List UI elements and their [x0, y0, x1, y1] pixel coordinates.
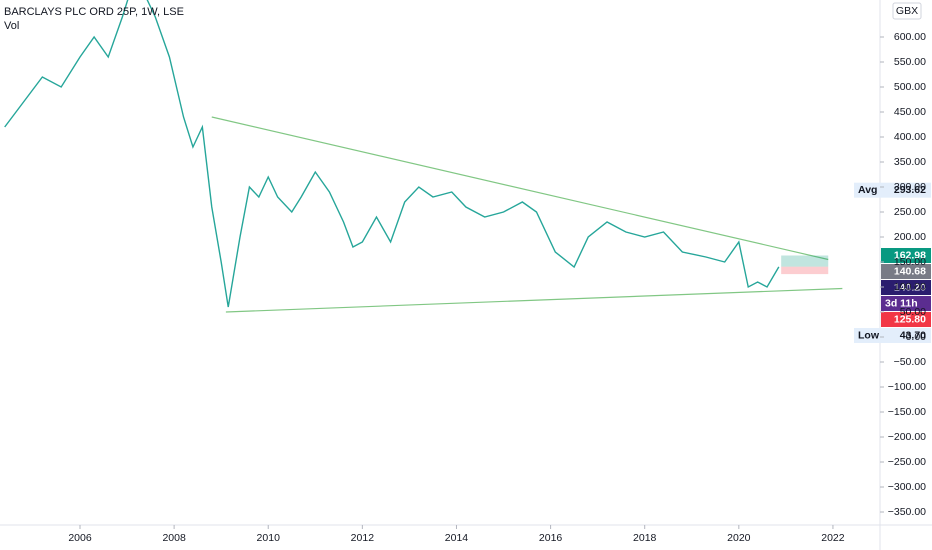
y-tick-label: −350.00	[888, 506, 926, 518]
price-label-box	[881, 182, 931, 198]
x-tick-label: 2016	[539, 532, 563, 544]
x-tick-label: 2006	[68, 532, 92, 544]
x-tick-label: 2012	[351, 532, 375, 544]
x-tick-label: 2018	[633, 532, 657, 544]
y-tick-label: 400.00	[894, 131, 926, 143]
y-tick-label: −100.00	[888, 381, 926, 393]
price-label: 293.62	[894, 184, 926, 196]
x-tick-label: 2022	[821, 532, 845, 544]
y-tick-label: −50.00	[894, 356, 927, 368]
x-tick-label: 2010	[257, 532, 281, 544]
trendline	[225, 287, 843, 313]
x-tick-label: 2020	[727, 532, 751, 544]
y-tick-label: 550.00	[894, 56, 926, 68]
price-line	[4, 0, 780, 308]
y-tick-label: 200.00	[894, 231, 926, 243]
y-tick-label: 500.00	[894, 81, 926, 93]
price-label-box	[881, 312, 931, 328]
price-label-tag	[854, 328, 881, 344]
y-tick-label: 350.00	[894, 156, 926, 168]
x-tick-label: 2014	[445, 532, 469, 544]
y-tick-label: 250.00	[894, 206, 926, 218]
plot	[4, 0, 843, 313]
price-label-tag	[854, 182, 881, 198]
currency[interactable]: GBX	[896, 5, 918, 17]
y-tick-label: 100.00	[894, 281, 926, 293]
y-tick-label: 600.00	[894, 31, 926, 43]
currency-box[interactable]	[892, 2, 922, 20]
y-tick-label: 150.00	[894, 256, 926, 268]
price-label-box	[881, 264, 931, 280]
y-tick-label: −150.00	[888, 406, 926, 418]
price-label-box	[881, 248, 931, 264]
price-label: 125.80	[894, 313, 926, 325]
target-zone	[781, 255, 829, 267]
volume-label: Vol	[4, 20, 19, 32]
price-label: 140.68	[894, 265, 926, 277]
chart-title: BARCLAYS PLC ORD 25P, 1W, LSE	[4, 6, 184, 18]
price-label-name: Low	[858, 329, 880, 341]
price-label-box	[881, 296, 931, 312]
y-tick-label: 0.00	[906, 331, 927, 343]
y-tick-label: −300.00	[888, 481, 926, 493]
price-label: 162.98	[894, 249, 926, 261]
price-label-name: 3d 11h	[885, 297, 918, 309]
x-tick-label: 2008	[162, 532, 186, 544]
y-tick-label: 450.00	[894, 106, 926, 118]
y-tick-label: 300.00	[894, 181, 926, 193]
overlay: Avg 293.62 162.98 140.68 140.20 3d 11h 125.80 L…	[854, 182, 931, 344]
y-tick-label: −250.00	[888, 456, 926, 468]
y-tick-label: −200.00	[888, 431, 926, 443]
price-label: 140.20	[894, 281, 926, 293]
price-label: 43.70	[900, 329, 926, 341]
trendline	[211, 116, 829, 261]
price-label-box	[881, 280, 931, 296]
y-tick-label: 50.00	[900, 306, 926, 318]
stop-zone	[781, 266, 829, 275]
price-label-name: Avg	[858, 184, 877, 196]
price-label-box	[881, 328, 931, 344]
